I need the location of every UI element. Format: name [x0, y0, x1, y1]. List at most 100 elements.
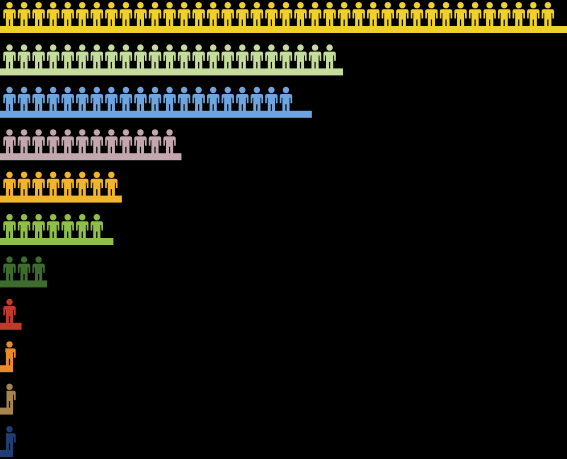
person-icon [236, 44, 249, 70]
bar-5 [0, 195, 122, 203]
person-icon [17, 171, 31, 197]
person-icon [46, 44, 60, 70]
person-icon [512, 1, 525, 27]
person-icon [17, 214, 31, 239]
person-icon [192, 86, 205, 112]
person-icon [236, 1, 249, 27]
chart-row-9 [0, 341, 16, 373]
person-icon [207, 1, 220, 27]
bar-9 [0, 365, 14, 373]
bar-7 [0, 280, 48, 288]
person-icon [46, 214, 60, 239]
chart-row-6 [0, 214, 114, 245]
person-icon [279, 86, 293, 112]
person-icon [90, 44, 103, 70]
person-icon [119, 1, 133, 27]
person-icon [134, 44, 147, 70]
person-icon [498, 1, 511, 27]
person-icon [76, 214, 89, 239]
person-icon [46, 129, 60, 155]
bar-8 [0, 322, 22, 330]
person-icon [221, 44, 234, 70]
chart-row-8 [0, 298, 22, 330]
person-icon [3, 86, 16, 112]
person-icon [265, 44, 278, 70]
person-icon [148, 1, 162, 27]
person-icon [61, 44, 74, 70]
bar-1 [0, 26, 567, 33]
chart-row-2 [0, 44, 344, 76]
person-icon [148, 86, 162, 112]
person-icon [17, 44, 31, 70]
person-icon [76, 129, 89, 155]
person-icon [221, 86, 234, 112]
person-icon [105, 129, 118, 155]
person-icon-partial [5, 341, 16, 367]
person-icon [279, 1, 293, 27]
person-icon [3, 256, 16, 282]
person-icon [32, 129, 45, 155]
person-icon [105, 1, 118, 27]
person-icon [3, 1, 16, 27]
person-icon [541, 1, 555, 27]
person-icon [32, 44, 45, 70]
person-icon [352, 1, 365, 27]
person-icon [105, 86, 118, 112]
person-icon [192, 1, 205, 27]
person-icon [32, 1, 45, 27]
person-icon [250, 86, 264, 112]
chart-row-10 [0, 383, 16, 415]
person-icon [3, 171, 16, 197]
person-icon [119, 44, 133, 70]
person-icon [76, 1, 89, 27]
person-icon [308, 44, 322, 70]
person-icon [90, 86, 103, 112]
person-icon [454, 1, 467, 27]
person-icon-partial [6, 383, 16, 409]
person-icon [425, 1, 438, 27]
person-icon [381, 1, 394, 27]
person-icon [207, 86, 220, 112]
person-icon [76, 86, 89, 112]
person-icon-partial [5, 426, 16, 451]
bar-10 [0, 407, 14, 415]
person-icon [3, 129, 16, 155]
bar-2 [0, 68, 344, 76]
person-icon [396, 1, 409, 27]
person-icon [265, 1, 278, 27]
person-icon [207, 44, 220, 70]
person-icon [3, 214, 16, 239]
person-icon [119, 129, 133, 155]
person-icon [250, 44, 264, 70]
person-icon [323, 1, 336, 27]
person-icon [134, 1, 147, 27]
person-icon [90, 171, 103, 197]
person-icon [279, 44, 293, 70]
person-icon [61, 171, 74, 197]
person-icon [61, 1, 74, 27]
person-icon [148, 129, 162, 155]
person-icon [250, 1, 264, 27]
person-icon [439, 1, 453, 27]
bar-3 [0, 110, 312, 118]
person-icon [177, 1, 191, 27]
person-icon [134, 129, 147, 155]
person-icon [527, 1, 540, 27]
person-icon [17, 129, 31, 155]
person-icon [163, 86, 176, 112]
person-icon [367, 1, 380, 27]
person-icon [177, 86, 191, 112]
person-icon [32, 86, 45, 112]
person-icon [90, 214, 103, 239]
bar-6 [0, 238, 114, 245]
person-icon [236, 86, 249, 112]
person-icon [177, 44, 191, 70]
chart-row-7 [0, 256, 48, 288]
person-icon [163, 44, 176, 70]
person-icon [410, 1, 424, 27]
person-icon [294, 1, 307, 27]
person-icon [468, 1, 482, 27]
person-icon [17, 256, 31, 282]
